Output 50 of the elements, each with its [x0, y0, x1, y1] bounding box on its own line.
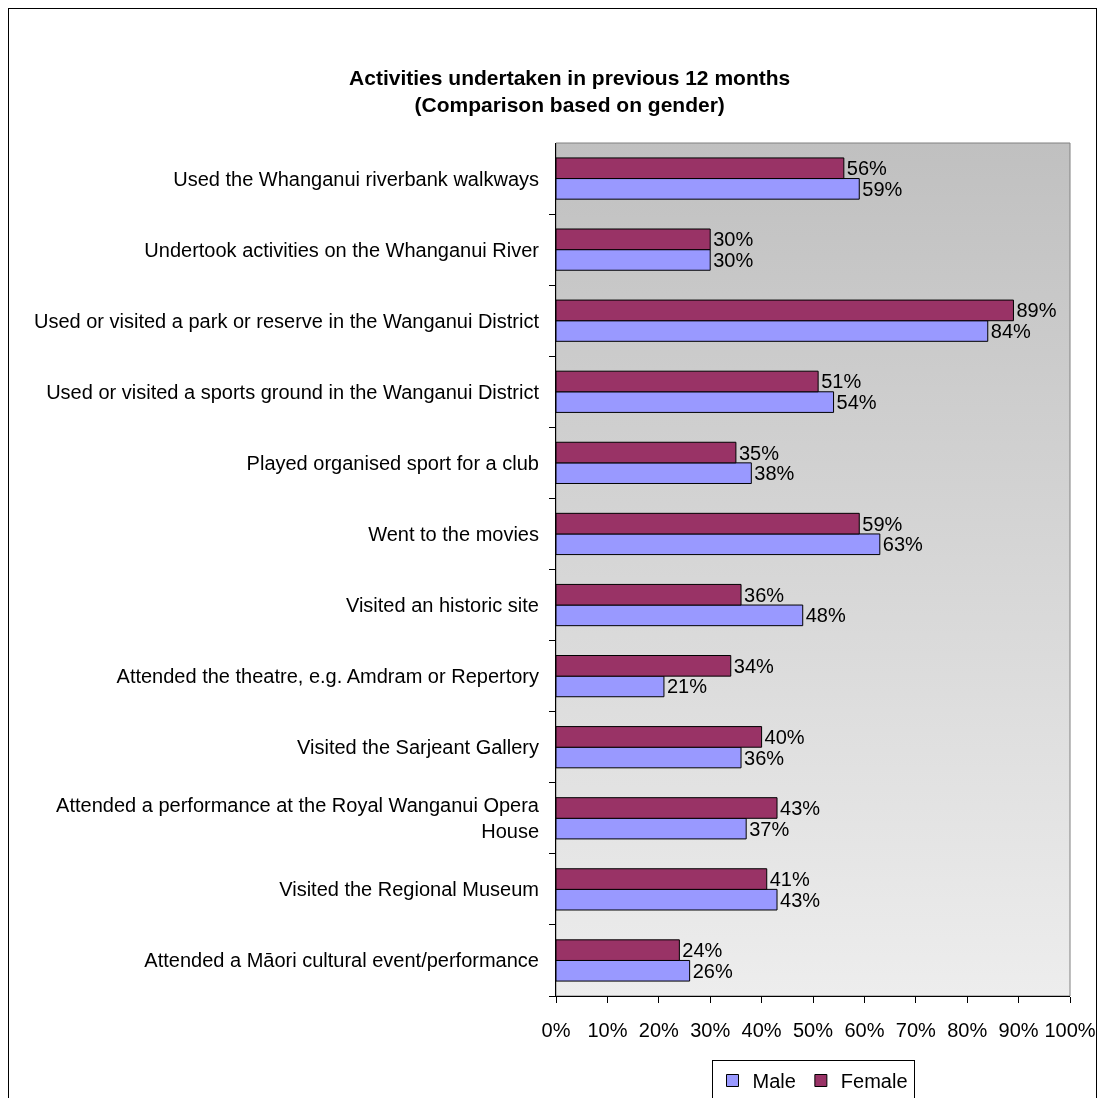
y-tick-label: Used or visited a sports ground in the Wanganui District	[46, 380, 540, 403]
x-tick-label: 20%	[638, 1019, 680, 1041]
y-tick-label: Used or visited a park or reserve in the Wanganui District	[33, 309, 540, 332]
y-tick-label: Visited the Regional Museum	[279, 878, 539, 901]
data-label: 34%	[733, 654, 775, 677]
data-label: 48%	[805, 604, 846, 627]
y-tick-label: Attended a performance at the Royal Wanganui Opera House	[56, 794, 540, 843]
y-tick-label: Attended the theatre, e.g. Amdram or Repertory	[116, 665, 539, 688]
data-label: 40%	[764, 725, 805, 748]
data-label: 89%	[1016, 299, 1057, 322]
data-label: 37%	[749, 817, 790, 840]
data-label: 35%	[738, 441, 780, 464]
x-tick-label: 50%	[792, 1019, 834, 1041]
data-label: 36%	[744, 746, 785, 769]
x-tick-label: 100%	[1044, 1019, 1096, 1041]
data-label: 51%	[821, 370, 862, 393]
y-tick-label: Visited an historic site	[345, 594, 539, 617]
y-tick-label: Visited the Sarjeant Gallery	[297, 736, 539, 759]
data-label: 63%	[882, 533, 924, 556]
data-label: 59%	[862, 512, 903, 535]
data-label: 43%	[780, 796, 821, 819]
x-tick-label: 0%	[541, 1019, 571, 1041]
data-label: 59%	[862, 177, 903, 200]
data-label: 30%	[713, 248, 754, 271]
y-tick-label: Undertook activities on the Whanganui River	[144, 238, 540, 261]
y-tick-label: Played organised sport for a club	[246, 451, 539, 474]
x-tick-label: 90%	[998, 1019, 1039, 1041]
data-label: 43%	[780, 888, 821, 911]
x-tick-label: 70%	[895, 1019, 937, 1041]
data-label: 24%	[682, 939, 723, 962]
x-tick-label: 30%	[690, 1019, 731, 1041]
data-label: 54%	[836, 391, 877, 414]
data-label: 56%	[846, 157, 888, 180]
x-tick-label: 10%	[587, 1019, 628, 1041]
x-tick-label: 40%	[741, 1019, 782, 1041]
data-label: 41%	[769, 868, 810, 891]
x-tick-label: 60%	[844, 1019, 885, 1041]
data-label: 21%	[666, 675, 708, 698]
y-tick-label: Went to the movies	[368, 522, 539, 545]
legend-label: Male	[752, 1070, 796, 1093]
y-tick-label: Attended a Māori cultural event/performance	[144, 949, 539, 972]
x-tick-label: 80%	[947, 1019, 988, 1041]
data-label: 38%	[754, 462, 795, 485]
legend-label: Female	[840, 1070, 908, 1093]
y-tick-label: Used the Whanganui riverbank walkways	[173, 167, 539, 190]
data-label: 84%	[990, 320, 1032, 343]
data-label: 36%	[744, 583, 785, 606]
chart-title: Activities undertaken in previous 12 months (Comparison based on gender)	[349, 65, 791, 116]
data-label: 30%	[713, 228, 754, 251]
data-label: 26%	[692, 959, 733, 982]
